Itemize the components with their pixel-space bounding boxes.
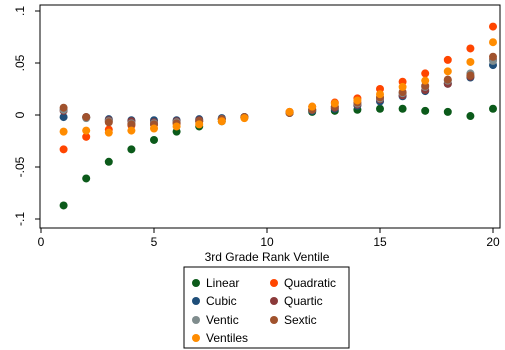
point-quadratic [466,44,475,53]
x-tick-label: 15 [373,235,387,249]
point-ventiles [59,127,68,136]
point-ventiles [82,126,91,135]
point-quadratic [59,145,68,154]
legend-marker-linear [192,279,200,287]
point-ventiles [376,90,384,99]
point-sextic [443,75,452,84]
point-linear [398,104,407,113]
x-tick-label: 5 [151,235,158,249]
y-tick-label: -.05 [13,156,27,177]
y-tick-label: -.1 [13,212,27,226]
legend-marker-ventiles [192,334,200,342]
point-ventiles [217,117,226,126]
point-linear [376,104,384,113]
point-ventiles [195,120,204,129]
axes: 0 5 10 15 20 -.1 -.05 0 .05 .1 [13,4,501,249]
y-tick-label: .05 [13,54,27,71]
data-points [59,22,497,210]
point-quadratic [489,22,497,31]
legend-marker-sextic [270,316,278,324]
legend-label-linear: Linear [206,276,239,290]
legend-box [183,266,350,349]
point-ventiles [150,124,158,133]
legend-marker-quartic [270,297,278,305]
point-sextic [127,120,136,129]
point-quadratic [443,55,452,64]
point-ventiles [398,82,407,91]
series-linear [59,104,497,210]
point-linear [127,145,136,154]
point-ventiles [308,102,317,111]
point-sextic [466,71,475,80]
point-linear [104,157,113,166]
point-linear [466,112,475,121]
point-sextic [489,52,497,61]
point-ventiles [172,122,181,131]
point-quadratic [421,69,430,78]
legend-label-quadratic: Quadratic [284,276,336,290]
point-sextic [82,113,91,122]
legend-marker-ventic [192,316,200,324]
legend-label-ventiles: Ventiles [206,331,248,345]
point-ventiles [421,76,430,85]
y-tick-label: 0 [13,111,27,118]
x-tick-label: 10 [260,235,274,249]
series-quartic [59,55,497,127]
point-ventiles [104,128,113,137]
point-linear [443,107,452,116]
point-ventiles [330,99,339,108]
point-ventiles [466,57,475,66]
series-quadratic [59,22,497,154]
legend-label-quartic: Quartic [284,294,323,308]
point-linear [82,174,91,183]
point-sextic [104,118,113,127]
point-linear [421,106,430,115]
point-ventiles [353,96,362,105]
point-cubic [59,113,68,122]
series-ventiles [59,38,497,137]
point-ventiles [443,67,452,76]
legend-label-ventic: Ventic [206,313,239,327]
point-sextic [59,103,68,112]
series-cubic [59,61,497,125]
x-axis-label: 3rd Grade Rank Ventile [205,250,330,264]
point-linear [150,135,158,144]
legend-label-cubic: Cubic [206,294,237,308]
legend-marker-cubic [192,297,200,305]
point-linear [489,104,497,113]
point-ventiles [240,114,249,123]
x-tick-label: 0 [38,235,45,249]
y-tick-label: .1 [13,6,27,16]
point-ventiles [285,107,294,116]
x-tick-label: 20 [486,235,500,249]
point-ventiles [489,38,497,47]
legend: Linear Quadratic Cubic Quartic Ventic Sextic V… [183,266,350,349]
plot-frame [39,4,501,229]
series-sextic [59,52,497,129]
point-ventiles [127,126,136,135]
point-linear [59,201,68,210]
series-ventic [59,56,497,128]
legend-marker-quadratic [270,279,278,287]
point-quadratic [82,132,91,141]
legend-label-sextic: Sextic [284,313,317,327]
